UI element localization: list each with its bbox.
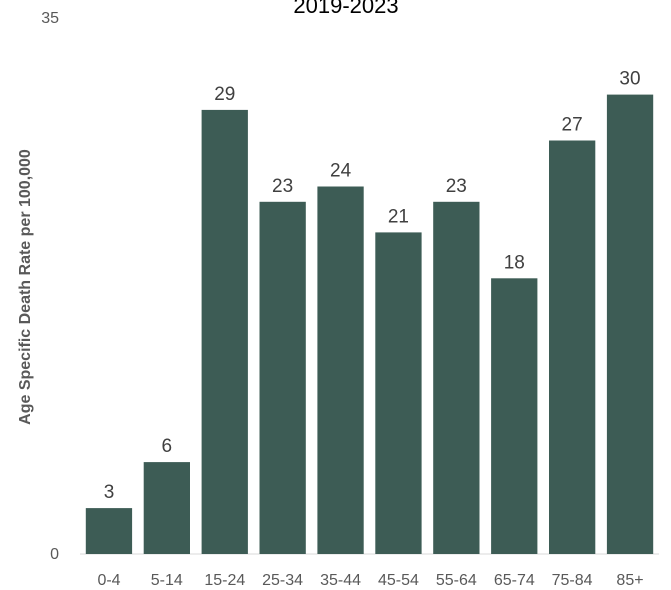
x-tick-label-35-44: 35-44 xyxy=(320,572,361,589)
y-tick-label-top: 35 xyxy=(41,10,59,27)
bar-25-34 xyxy=(259,201,306,555)
bar-15-24 xyxy=(201,109,248,555)
data-label-65-74: 18 xyxy=(504,252,525,273)
data-label-25-34: 23 xyxy=(272,176,293,197)
x-tick-label-0-4: 0-4 xyxy=(97,572,120,589)
data-label-75-84: 27 xyxy=(562,115,583,136)
x-tick-label-85+: 85+ xyxy=(616,572,643,589)
data-label-85+: 30 xyxy=(619,69,640,90)
x-tick-label-45-54: 45-54 xyxy=(378,572,419,589)
data-label-5-14: 6 xyxy=(162,436,173,457)
bars-group: 3 0-4 6 5-14 29 15-24 23 25-34 24 35-44 21 45-54 23 5… xyxy=(85,69,654,589)
bar-85+ xyxy=(606,94,654,554)
bar-55-64 xyxy=(433,201,480,555)
bar-0-4 xyxy=(85,508,133,554)
y-tick-label-bottom: 0 xyxy=(50,546,59,563)
chart-title: 2019-2023 xyxy=(293,0,398,18)
data-label-35-44: 24 xyxy=(330,161,352,182)
bar-65-74 xyxy=(491,278,538,554)
x-tick-label-15-24: 15-24 xyxy=(204,572,245,589)
x-tick-label-65-74: 65-74 xyxy=(494,572,535,589)
bar-35-44 xyxy=(317,186,364,554)
x-tick-label-75-84: 75-84 xyxy=(552,572,593,589)
bar-5-14 xyxy=(143,462,190,554)
y-axis-label: Age Specific Death Rate per 100,000 xyxy=(17,149,34,425)
data-label-15-24: 29 xyxy=(214,84,235,105)
data-label-45-54: 21 xyxy=(388,206,409,227)
data-label-55-64: 23 xyxy=(446,176,467,197)
bar-45-54 xyxy=(375,232,422,554)
x-tick-label-55-64: 55-64 xyxy=(436,572,477,589)
x-tick-label-5-14: 5-14 xyxy=(151,572,183,589)
data-label-0-4: 3 xyxy=(104,482,115,503)
bar-75-84 xyxy=(549,140,596,554)
x-tick-label-25-34: 25-34 xyxy=(262,572,303,589)
